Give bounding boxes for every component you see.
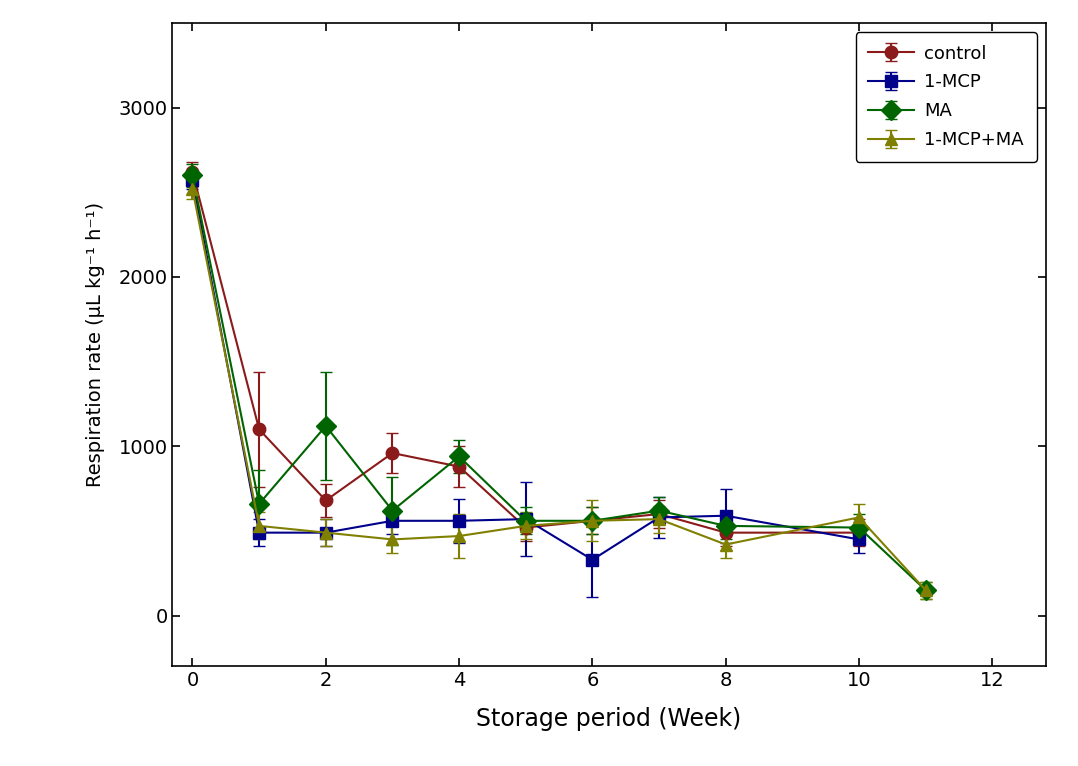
X-axis label: Storage period (Week): Storage period (Week) xyxy=(476,707,742,731)
Legend: control, 1-MCP, MA, 1-MCP+MA: control, 1-MCP, MA, 1-MCP+MA xyxy=(856,32,1037,162)
Y-axis label: Respiration rate (μL kg⁻¹ h⁻¹): Respiration rate (μL kg⁻¹ h⁻¹) xyxy=(85,202,105,487)
